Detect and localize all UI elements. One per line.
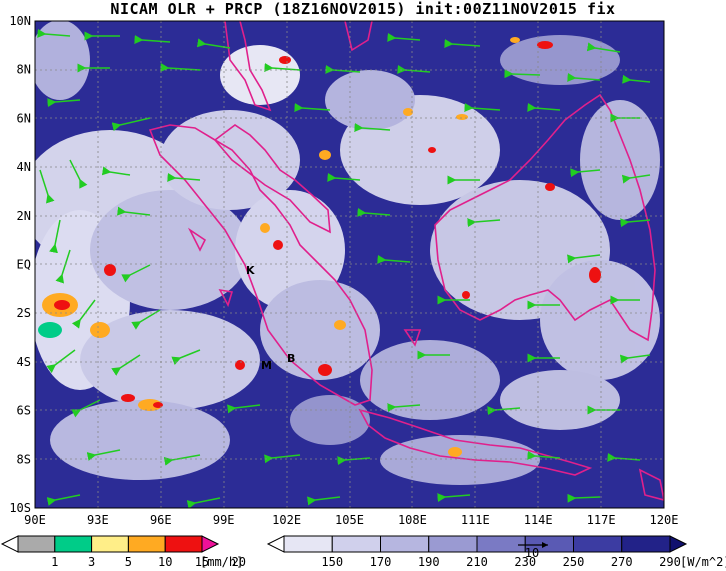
lon-tick-label: 96E xyxy=(150,513,172,527)
lon-tick-label: 90E xyxy=(24,513,46,527)
colorbar-level-label: 150 xyxy=(321,555,343,569)
precip-unit: [mm/h] xyxy=(200,555,243,569)
lon-tick-label: 105E xyxy=(335,513,364,527)
latitude-tick-labels: 10N 8N 6N 4N 2N EQ 2S 4S 6S 8S 10S xyxy=(9,14,31,515)
place-label-k: K xyxy=(246,264,255,277)
colorbar-level-label: 170 xyxy=(370,555,392,569)
colorbar-segment xyxy=(476,535,526,553)
lat-tick-label: 6N xyxy=(17,111,31,125)
colorbar-segment xyxy=(573,535,623,553)
olr-unit: [W/m^2] xyxy=(680,555,726,569)
lat-tick-label: 10S xyxy=(9,501,31,515)
reference-vector: 10 xyxy=(518,542,548,560)
colorbar-segment xyxy=(283,535,333,553)
colorbar-segment xyxy=(164,535,203,553)
colorbar-segment xyxy=(17,535,56,553)
wind-vectors xyxy=(37,28,651,508)
precip-cells xyxy=(38,37,601,457)
colorbar-segment xyxy=(621,535,671,553)
colorbar-level-label: 15 xyxy=(195,555,209,569)
colorbar-level-label: 290 xyxy=(659,555,681,569)
colorbar-segment xyxy=(91,535,129,553)
colorbar-level-label: 190 xyxy=(418,555,440,569)
coastlines xyxy=(148,21,664,501)
colorbar-segment xyxy=(331,535,381,553)
lon-tick-label: 117E xyxy=(587,513,616,527)
colorbar-level-label: 230 xyxy=(514,555,536,569)
chart-title: NICAM OLR + PRCP (18Z16NOV2015) init:00Z… xyxy=(110,0,616,18)
lon-tick-label: 114E xyxy=(524,513,553,527)
reference-vector-label: 10 xyxy=(525,546,539,560)
lat-tick-label: 4S xyxy=(17,355,31,369)
lon-tick-label: 99E xyxy=(213,513,235,527)
precip-colorbar: 1 3 5 10 15 20 xyxy=(0,535,246,569)
colorbar-high-end xyxy=(669,535,688,553)
plot-frame xyxy=(34,20,665,509)
lon-tick-label: 93E xyxy=(87,513,109,527)
colorbar-level-label: 5 xyxy=(125,555,132,569)
grid xyxy=(35,21,664,508)
lon-tick-label: 108E xyxy=(398,513,427,527)
lon-tick-label: 102E xyxy=(272,513,301,527)
lat-tick-label: 6S xyxy=(17,404,31,418)
colorbar-low-end xyxy=(0,535,19,553)
colorbar-level-label: 10 xyxy=(158,555,172,569)
lat-tick-label: 8N xyxy=(17,63,31,77)
place-label-m: M xyxy=(261,359,272,372)
colorbar-level-label: 250 xyxy=(563,555,585,569)
colorbar-level-label: 20 xyxy=(232,555,246,569)
colorbar-level-label: 210 xyxy=(466,555,488,569)
colorbar-high-end xyxy=(201,535,220,553)
colorbar-level-label: 3 xyxy=(88,555,95,569)
lat-tick-label: 4N xyxy=(17,160,31,174)
place-label-b: B xyxy=(287,352,295,365)
colorbar-segment xyxy=(54,535,93,553)
colorbar-level-label: 270 xyxy=(611,555,633,569)
colorbar-low-end xyxy=(266,535,285,553)
lat-tick-label: 2N xyxy=(17,209,31,223)
lat-tick-label: 2S xyxy=(17,306,31,320)
olr-field: K M B xyxy=(35,21,664,508)
colorbar-segment xyxy=(428,535,478,553)
colorbar-segment xyxy=(380,535,430,553)
lat-tick-label: 10N xyxy=(9,14,31,28)
colorbar-segment xyxy=(127,535,166,553)
lon-tick-label: 111E xyxy=(461,513,490,527)
olr-colorbar: 150 170 190 210 230 250 270 290 xyxy=(266,535,688,569)
longitude-tick-labels: 90E 93E 96E 99E 102E 105E 108E 111E 114E 117E 120E xyxy=(24,513,678,527)
colorbar-level-label: 1 xyxy=(51,555,58,569)
lon-tick-label: 120E xyxy=(650,513,679,527)
lat-tick-label: EQ xyxy=(17,258,31,272)
lat-tick-label: 8S xyxy=(17,452,31,466)
